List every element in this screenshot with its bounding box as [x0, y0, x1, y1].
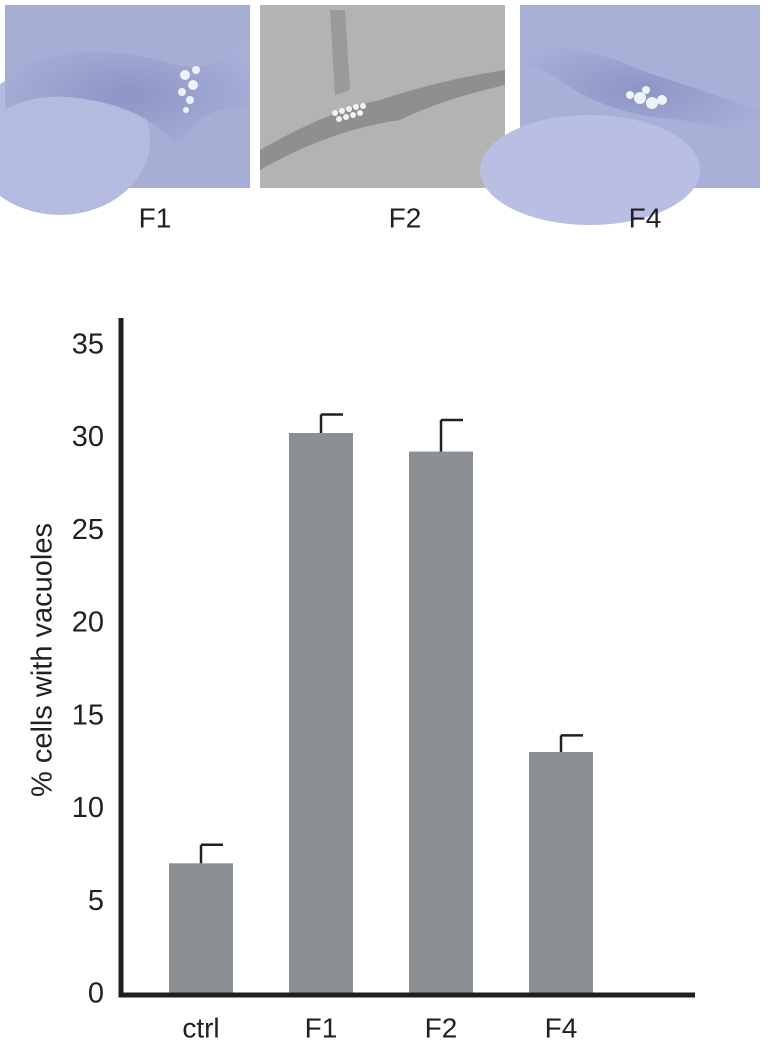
x-tick-label: F4 [545, 1012, 578, 1043]
error-bar [199, 843, 223, 864]
y-tick-label: 5 [88, 885, 104, 917]
bar [529, 752, 593, 995]
y-tick-label: 15 [72, 699, 104, 731]
micrograph-f1 [0, 5, 250, 215]
y-tick-label: 35 [72, 328, 104, 360]
y-tick-label: 30 [72, 421, 104, 453]
y-tick-label: 10 [72, 792, 104, 824]
x-tick-label: F1 [305, 1012, 338, 1043]
y-tick-label: 20 [72, 607, 104, 639]
micrograph-f4 [480, 5, 760, 225]
micrograph-f2 [260, 5, 505, 188]
x-tick-label: ctrl [182, 1012, 219, 1043]
y-axis-label: % cells with vacuoles [27, 523, 59, 797]
error-bar [439, 418, 463, 452]
image-label: F2 [389, 202, 422, 233]
error-bar [559, 734, 583, 753]
bar [289, 432, 353, 995]
bar [169, 863, 233, 995]
error-bar [319, 413, 343, 433]
image-label: F1 [139, 202, 172, 233]
y-tick-label: 0 [88, 978, 104, 1010]
bar [409, 451, 473, 996]
image-label: F4 [629, 202, 662, 233]
x-tick-label: F2 [425, 1012, 458, 1043]
y-tick-label: 25 [72, 514, 104, 546]
